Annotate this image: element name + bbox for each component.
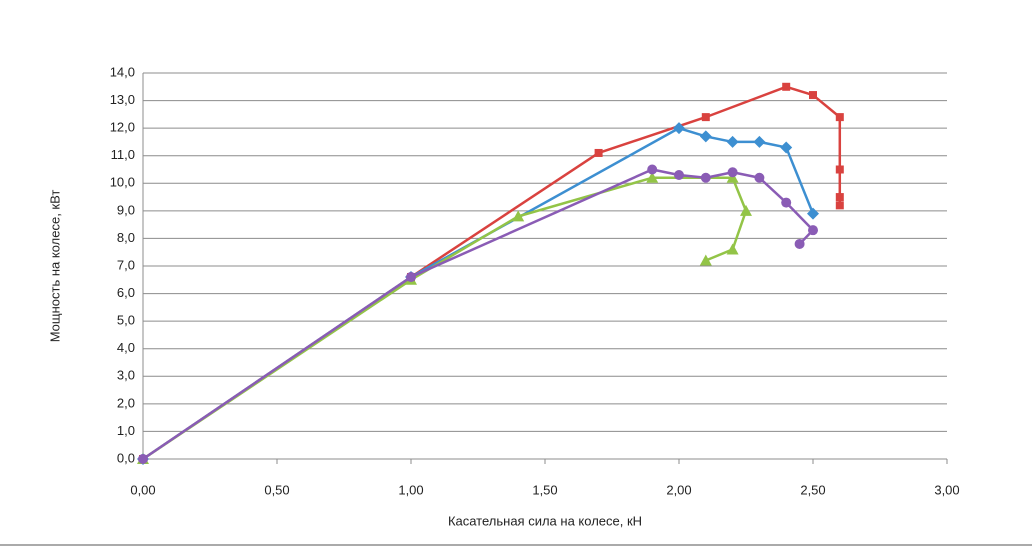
y-tick-label: 8,0 xyxy=(117,230,135,245)
x-tick-label: 2,00 xyxy=(666,482,691,497)
y-tick-label: 12,0 xyxy=(110,120,135,135)
x-tick-label: 0,50 xyxy=(264,482,289,497)
marker xyxy=(647,164,658,175)
x-tick-label: 2,50 xyxy=(800,482,825,497)
y-axis-title: Мощность на колесе, кВт xyxy=(47,190,62,343)
series-line xyxy=(142,85,842,461)
x-tick-label: 0,00 xyxy=(130,482,155,497)
y-tick-label: 4,0 xyxy=(117,340,135,355)
marker xyxy=(674,170,684,181)
marker xyxy=(699,130,712,143)
marker xyxy=(794,238,805,249)
y-tick-label: 6,0 xyxy=(117,285,135,300)
marker xyxy=(782,82,791,91)
marker xyxy=(138,454,148,464)
marker xyxy=(835,193,844,202)
marker xyxy=(740,204,752,216)
marker xyxy=(726,135,739,148)
marker xyxy=(512,210,525,222)
x-tick-label: 1,00 xyxy=(398,482,423,497)
marker xyxy=(809,91,817,100)
marker xyxy=(835,165,844,174)
marker xyxy=(780,141,793,154)
marker xyxy=(700,172,711,183)
y-tick-label: 10,0 xyxy=(110,175,135,190)
marker xyxy=(835,113,844,122)
marker xyxy=(699,254,712,266)
marker xyxy=(835,201,844,210)
marker xyxy=(726,243,739,255)
marker xyxy=(406,272,416,283)
y-tick-label: 3,0 xyxy=(117,368,135,383)
y-tick-label: 9,0 xyxy=(117,202,135,217)
y-tick-label: 2,0 xyxy=(117,395,135,410)
marker xyxy=(726,171,739,183)
marker xyxy=(807,207,819,220)
y-tick-label: 1,0 xyxy=(117,423,135,438)
y-tick-label: 14,0 xyxy=(110,64,135,79)
y-tick-label: 7,0 xyxy=(117,257,135,272)
marker xyxy=(753,135,766,148)
marker xyxy=(701,113,710,122)
x-tick-label: 3,00 xyxy=(934,482,959,497)
y-tick-label: 13,0 xyxy=(110,92,135,107)
marker xyxy=(594,148,603,157)
marker xyxy=(808,225,818,236)
y-tick-label: 5,0 xyxy=(117,313,135,328)
y-tick-label: 0,0 xyxy=(117,450,135,465)
x-axis-title: Касательная сила на колесе, кН xyxy=(448,513,642,528)
marker xyxy=(754,172,765,183)
series-line xyxy=(142,168,815,461)
series-line xyxy=(142,176,748,461)
x-tick-label: 1,50 xyxy=(532,482,557,497)
marker xyxy=(646,171,659,183)
y-tick-label: 11,0 xyxy=(111,147,135,162)
marker xyxy=(727,167,738,178)
marker xyxy=(673,122,685,135)
marker xyxy=(781,197,792,208)
